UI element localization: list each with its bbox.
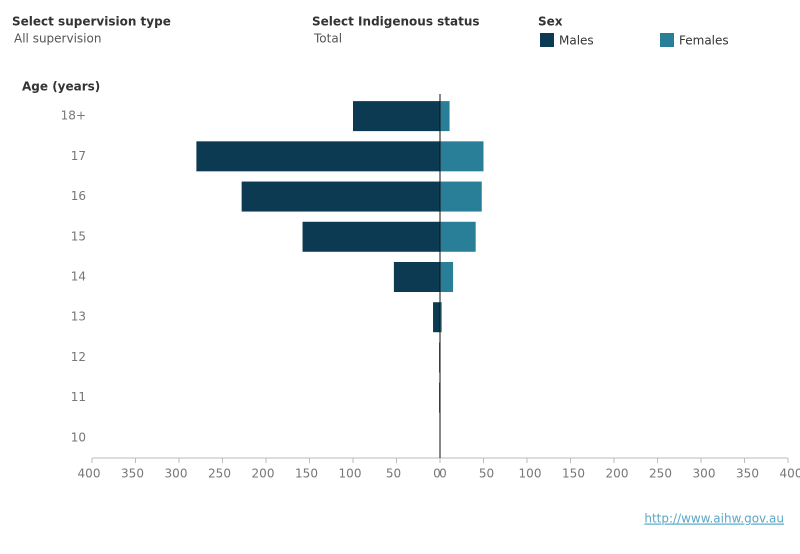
bar (440, 181, 482, 212)
y-tick-label: 14 (71, 270, 86, 284)
x-tick-label: 150 (295, 467, 318, 481)
x-tick-label: 0 (439, 467, 447, 481)
bar (440, 141, 484, 172)
bar (196, 141, 440, 172)
legend-label: Females (679, 34, 729, 48)
x-tick-label: 350 (736, 467, 759, 481)
y-tick-label: 12 (71, 350, 86, 364)
legend-label: Males (559, 34, 594, 48)
x-tick-label: 100 (519, 467, 542, 481)
filter-label: Select supervision type (12, 15, 171, 29)
bar (241, 181, 440, 212)
y-tick-label: 11 (71, 390, 86, 404)
filter-label: Select Indigenous status (312, 15, 480, 29)
x-tick-label: 0 (433, 467, 441, 481)
legend-swatch[interactable] (540, 33, 554, 47)
legend-swatch[interactable] (660, 33, 674, 47)
footer-link[interactable]: http://www.aihw.gov.au (644, 512, 784, 526)
legend-title: Sex (538, 15, 563, 29)
y-tick-label: 17 (71, 149, 86, 163)
bar (393, 262, 440, 292)
x-tick-label: 50 (479, 467, 494, 481)
x-tick-label: 400 (780, 467, 800, 481)
y-tick-label: 18+ (61, 109, 86, 123)
x-tick-label: 50 (386, 467, 401, 481)
x-tick-label: 200 (606, 467, 629, 481)
y-tick-label: 10 (71, 430, 86, 444)
bar (433, 302, 440, 333)
x-tick-label: 350 (121, 467, 144, 481)
x-tick-label: 150 (562, 467, 585, 481)
bar (440, 101, 450, 132)
x-tick-label: 250 (649, 467, 672, 481)
x-tick-label: 300 (165, 467, 188, 481)
filter-value[interactable]: All supervision (14, 32, 101, 46)
bar (440, 221, 476, 252)
y-axis-title: Age (years) (22, 80, 100, 94)
x-tick-label: 400 (78, 467, 101, 481)
x-tick-label: 300 (693, 467, 716, 481)
bar (440, 262, 454, 292)
bar (353, 101, 440, 132)
x-tick-label: 200 (252, 467, 275, 481)
y-tick-label: 15 (71, 229, 86, 243)
y-tick-label: 16 (71, 189, 86, 203)
x-tick-label: 100 (339, 467, 362, 481)
bar (302, 221, 440, 252)
y-tick-label: 13 (71, 310, 86, 324)
bar (440, 302, 442, 333)
filter-value[interactable]: Total (313, 32, 342, 46)
x-tick-label: 250 (208, 467, 231, 481)
